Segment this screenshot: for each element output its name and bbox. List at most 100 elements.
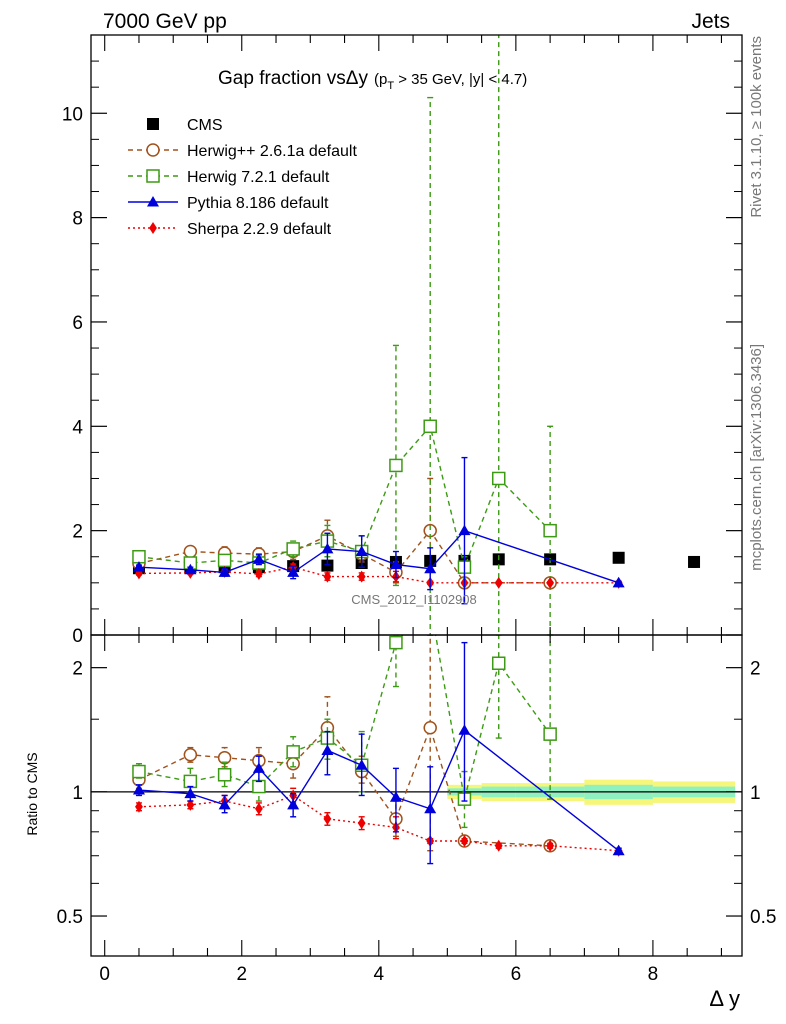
ratio-herwigpp-point-8 xyxy=(423,721,437,735)
main-sherpa-point-5 xyxy=(323,570,332,583)
main-herwig7-point-0 xyxy=(132,549,146,564)
legend-label-herwig7: Herwig 7.2.1 default xyxy=(187,169,330,186)
ratio-sherpa-point-1 xyxy=(186,798,195,811)
mcplots-label: mcplots.cern.ch [arXiv:1306.3436] xyxy=(748,344,765,571)
ratio-sherpa-point-5 xyxy=(323,812,332,825)
xtick-label-2: 4 xyxy=(374,964,385,985)
ratio-pythia-point-7 xyxy=(389,791,402,802)
ratio-ytick-label-0: 0.5 xyxy=(57,907,83,928)
header-right: Jets xyxy=(691,10,730,33)
main-pythia-point-8 xyxy=(424,562,437,574)
main-sherpa-point-6 xyxy=(357,570,366,583)
main-ytick-label-1: 2 xyxy=(72,522,83,543)
main-pythia-point-6 xyxy=(355,545,368,557)
main-sherpa-point-3 xyxy=(254,567,263,580)
ratio-pythia-point-3 xyxy=(252,762,265,773)
title-cut: (p xyxy=(374,71,387,88)
ratio-ytick-label-right-0: 0.5 xyxy=(750,907,776,928)
ratio-pythia-point-6 xyxy=(355,759,368,770)
ratio-sherpa-point-0 xyxy=(135,800,143,813)
main-pythia-point-9 xyxy=(458,524,471,536)
main-ytick-label-2: 4 xyxy=(72,417,83,438)
ratio-herwig7-point-3 xyxy=(252,779,266,794)
ratio-herwig7-point-10 xyxy=(491,656,506,670)
watermark: CMS_2012_I1102908 xyxy=(351,592,477,607)
legend-marker-herwig7 xyxy=(146,169,160,183)
legend-marker-sherpa xyxy=(149,222,157,234)
main-herwig7-point-4 xyxy=(286,542,300,556)
main-cms-point-12 xyxy=(612,551,625,564)
main-herwig7-point-10 xyxy=(491,471,506,486)
main-ytick-label-5: 10 xyxy=(62,104,83,125)
ratio-pythia-point-5 xyxy=(321,744,334,755)
title-main: Gap fraction vs xyxy=(218,68,346,89)
main-pythia-point-3 xyxy=(252,553,265,564)
main-pythia-point-0 xyxy=(132,561,145,572)
title-var: Δy xyxy=(346,68,369,89)
title-cut2: > 35 GeV, |y| < 4.7) xyxy=(394,71,527,88)
ratio-pythia-point-4 xyxy=(287,798,300,810)
main-cms-point-13 xyxy=(688,555,701,568)
header-left: 7000 GeV pp xyxy=(103,10,227,33)
ratio-herwig7-point-11 xyxy=(543,727,557,741)
legend-label-herwigpp: Herwig++ 2.6.1a default xyxy=(187,143,357,160)
main-pythia-point-2 xyxy=(218,566,231,577)
ratio-sherpa-point-11 xyxy=(546,839,555,852)
ratio-pythia-point-10 xyxy=(612,844,625,856)
ratio-ytick-label-2: 2 xyxy=(72,659,83,680)
main-ytick-label-4: 8 xyxy=(72,209,83,230)
legend-marker-cms xyxy=(147,118,159,130)
main-herwig7-point-8 xyxy=(423,419,437,434)
ratio-herwig7-point-7 xyxy=(389,635,403,650)
main-ytick-label-0: 0 xyxy=(72,626,83,647)
main-ytick-label-3: 6 xyxy=(72,313,83,334)
main-pythia-point-1 xyxy=(184,563,197,575)
xtick-label-1: 2 xyxy=(236,964,247,985)
main-sherpa-point-10 xyxy=(494,576,503,589)
ratio-pythia-point-9 xyxy=(458,724,471,735)
ratio-ylabel: Ratio to CMS xyxy=(24,752,40,835)
xlabel: Δ y xyxy=(709,986,740,1011)
ratio-herwig7-point-2 xyxy=(217,768,232,782)
ratio-sherpa-point-9 xyxy=(460,835,469,848)
title-sub: T xyxy=(387,80,394,92)
legend-marker-pythia xyxy=(147,196,159,207)
main-title: Gap fraction vsΔy (pT > 35 GeV, |y| < 4.7… xyxy=(218,68,527,92)
main-pythia-point-4 xyxy=(287,566,300,577)
main-pythia-point-5 xyxy=(321,542,334,554)
main-pythia-point-10 xyxy=(612,576,625,588)
legend-label-pythia: Pythia 8.186 default xyxy=(187,195,329,212)
ratio-herwigpp-point-1 xyxy=(183,748,198,762)
ratio-plot-frame xyxy=(90,634,743,957)
legend-marker-herwigpp xyxy=(146,143,160,157)
main-herwig7-point-7 xyxy=(389,458,403,473)
main-pythia-point-7 xyxy=(389,558,402,570)
ratio-herwig7-point-4 xyxy=(286,745,300,759)
rivet-label: Rivet 3.1.10, ≥ 100k events xyxy=(748,36,765,218)
xtick-label-3: 6 xyxy=(511,964,522,985)
main-cms-point-5 xyxy=(321,559,334,572)
main-herwig7-point-2 xyxy=(217,553,232,568)
main-sherpa-point-11 xyxy=(546,576,555,589)
ratio-pythia-point-2 xyxy=(218,798,231,810)
ratio-sherpa-point-3 xyxy=(254,802,263,815)
ratio-pythia-point-8 xyxy=(424,802,437,814)
ratio-herwig7-point-1 xyxy=(183,774,198,789)
ratio-sherpa-point-10 xyxy=(494,839,503,852)
legend-label-cms: CMS xyxy=(187,117,223,134)
ratio-pythia-point-0 xyxy=(132,784,145,795)
ratio-ytick-label-right-2: 2 xyxy=(750,659,761,680)
ratio-ytick-label-right-1: 1 xyxy=(750,783,761,804)
main-herwig7-point-11 xyxy=(543,523,557,538)
ratio-herwig7-point-0 xyxy=(132,764,146,779)
legend-label-sherpa: Sherpa 2.2.9 default xyxy=(187,221,332,238)
main-herwigpp-point-1 xyxy=(183,544,198,559)
xtick-label-4: 8 xyxy=(648,964,659,985)
xtick-label-0: 0 xyxy=(99,964,110,985)
ratio-ytick-label-1: 1 xyxy=(72,783,83,804)
legend: CMS Herwig++ 2.6.1a default Herwig 7.2.1 d… xyxy=(128,117,357,238)
ratio-sherpa-point-6 xyxy=(357,817,366,830)
ratio-pythia-point-1 xyxy=(184,787,197,799)
main-herwig7-line xyxy=(138,424,551,570)
